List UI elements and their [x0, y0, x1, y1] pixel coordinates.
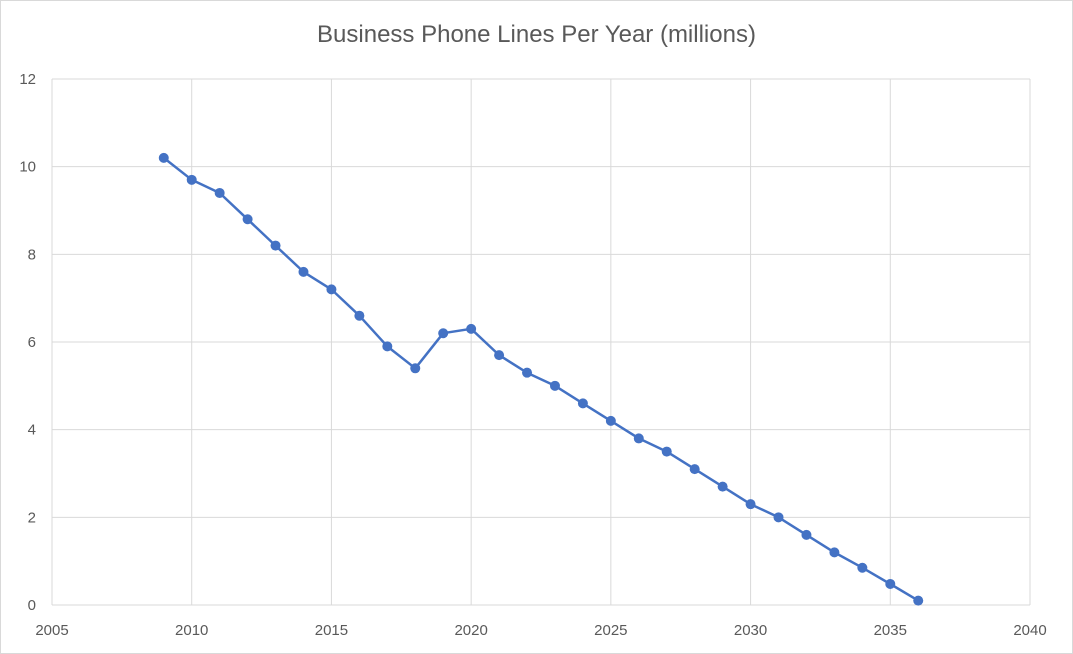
x-tick-label: 2010	[175, 622, 208, 639]
data-point	[494, 350, 505, 361]
data-point	[773, 512, 784, 523]
y-tick-label: 0	[28, 597, 36, 614]
x-tick-label: 2030	[734, 622, 767, 639]
x-tick-label: 2015	[315, 622, 348, 639]
data-point	[326, 284, 337, 295]
x-tick-label: 2040	[1013, 622, 1046, 639]
axis-label-layer: 0 2 4 6 8 10 12 2005 2010 2015 2020 2025 2030 2035 204…	[19, 71, 1046, 639]
data-point	[410, 363, 421, 374]
data-point	[857, 562, 868, 573]
data-point	[717, 481, 728, 492]
data-point	[829, 547, 840, 558]
data-point	[605, 415, 616, 426]
data-point	[466, 323, 477, 334]
data-point	[270, 240, 281, 251]
grid-layer	[51, 78, 1031, 606]
data-point	[577, 398, 588, 409]
data-point	[242, 214, 253, 225]
series-line	[163, 156, 919, 602]
data-point	[354, 310, 365, 321]
data-point	[382, 341, 393, 352]
data-point	[885, 578, 896, 589]
x-tick-label: 2025	[594, 622, 627, 639]
data-point	[745, 499, 756, 510]
data-point	[689, 464, 700, 475]
chart-title: Business Phone Lines Per Year (millions)	[317, 21, 756, 48]
y-tick-label: 10	[19, 159, 36, 176]
y-tick-label: 12	[19, 71, 36, 88]
y-tick-label: 2	[28, 509, 36, 526]
x-tick-label: 2020	[454, 622, 487, 639]
data-point	[522, 367, 533, 378]
x-tick-label: 2035	[874, 622, 907, 639]
data-point	[438, 328, 449, 339]
data-point	[633, 433, 644, 444]
data-point	[298, 266, 309, 277]
data-point	[214, 187, 225, 198]
series-layer	[158, 152, 924, 606]
y-tick-label: 4	[28, 422, 36, 439]
data-point	[913, 595, 924, 606]
data-point	[186, 174, 197, 185]
data-point	[661, 446, 672, 457]
data-point	[549, 380, 560, 391]
data-point	[158, 152, 169, 163]
data-point	[801, 529, 812, 540]
x-tick-label: 2005	[35, 622, 68, 639]
y-tick-label: 6	[28, 334, 36, 351]
y-tick-label: 8	[28, 246, 36, 263]
